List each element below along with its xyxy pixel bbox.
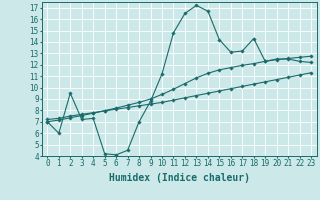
X-axis label: Humidex (Indice chaleur): Humidex (Indice chaleur) bbox=[109, 173, 250, 183]
